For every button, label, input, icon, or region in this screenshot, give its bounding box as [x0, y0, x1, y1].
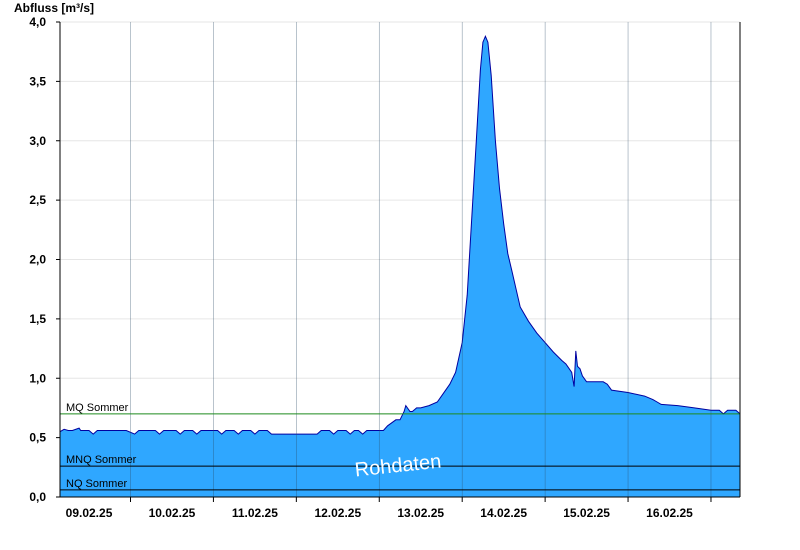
- y-tick-label: 2,5: [29, 193, 46, 207]
- reference-line-label: MNQ Sommer: [66, 454, 137, 466]
- y-axis-title: Abfluss [m³/s]: [14, 1, 95, 15]
- y-tick-label: 2,0: [29, 253, 46, 267]
- y-tick-label: 3,5: [29, 74, 46, 88]
- x-tick-label: 10.02.25: [149, 506, 196, 520]
- x-tick-label: 16.02.25: [646, 506, 693, 520]
- y-tick-label: 3,0: [29, 134, 46, 148]
- y-tick-label: 0,0: [29, 490, 46, 504]
- discharge-area: [60, 36, 740, 498]
- y-tick-label: 0,5: [29, 431, 46, 445]
- x-tick-label: 11.02.25: [232, 506, 278, 520]
- discharge-line: [59, 35, 741, 435]
- x-tick-label: 13.02.25: [397, 506, 444, 520]
- x-tick-label: 09.02.25: [66, 506, 113, 520]
- y-tick-label: 4,0: [29, 15, 46, 29]
- y-tick-label: 1,5: [29, 312, 46, 326]
- y-tick-label: 1,0: [29, 371, 46, 385]
- reference-line-label: NQ Sommer: [66, 478, 127, 490]
- x-tick-label: 14.02.25: [480, 506, 527, 520]
- reference-line-label: MQ Sommer: [66, 402, 129, 414]
- x-tick-label: 15.02.25: [563, 506, 610, 520]
- x-tick-label: 12.02.25: [314, 506, 361, 520]
